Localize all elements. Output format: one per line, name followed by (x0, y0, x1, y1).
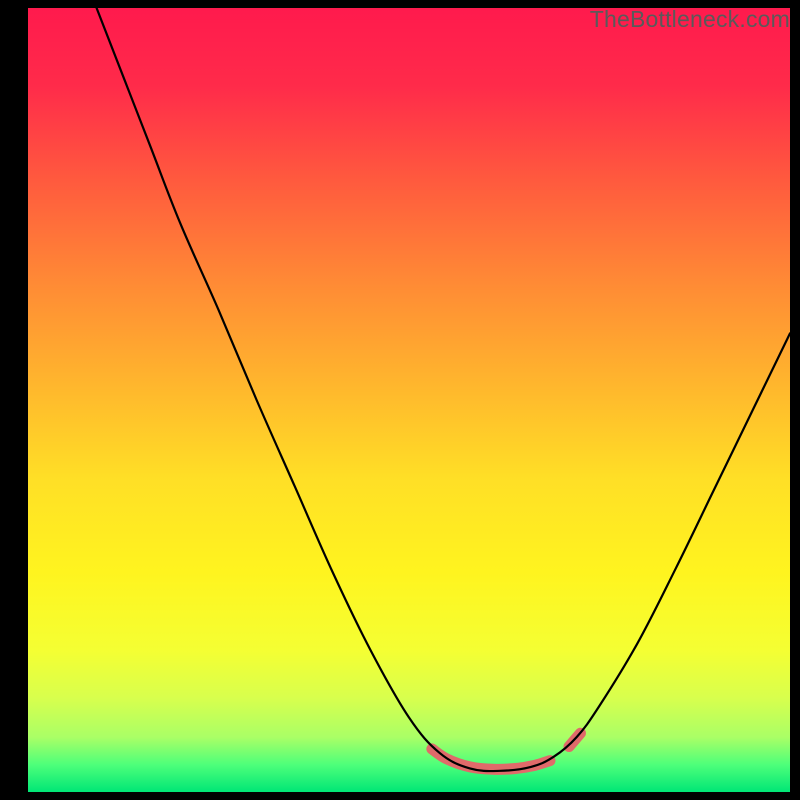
curve-layer (28, 8, 790, 792)
watermark-text: TheBottleneck.com (590, 6, 790, 33)
plot-area (28, 8, 790, 792)
chart-frame: TheBottleneck.com (0, 0, 800, 800)
bottleneck-curve (97, 8, 790, 771)
